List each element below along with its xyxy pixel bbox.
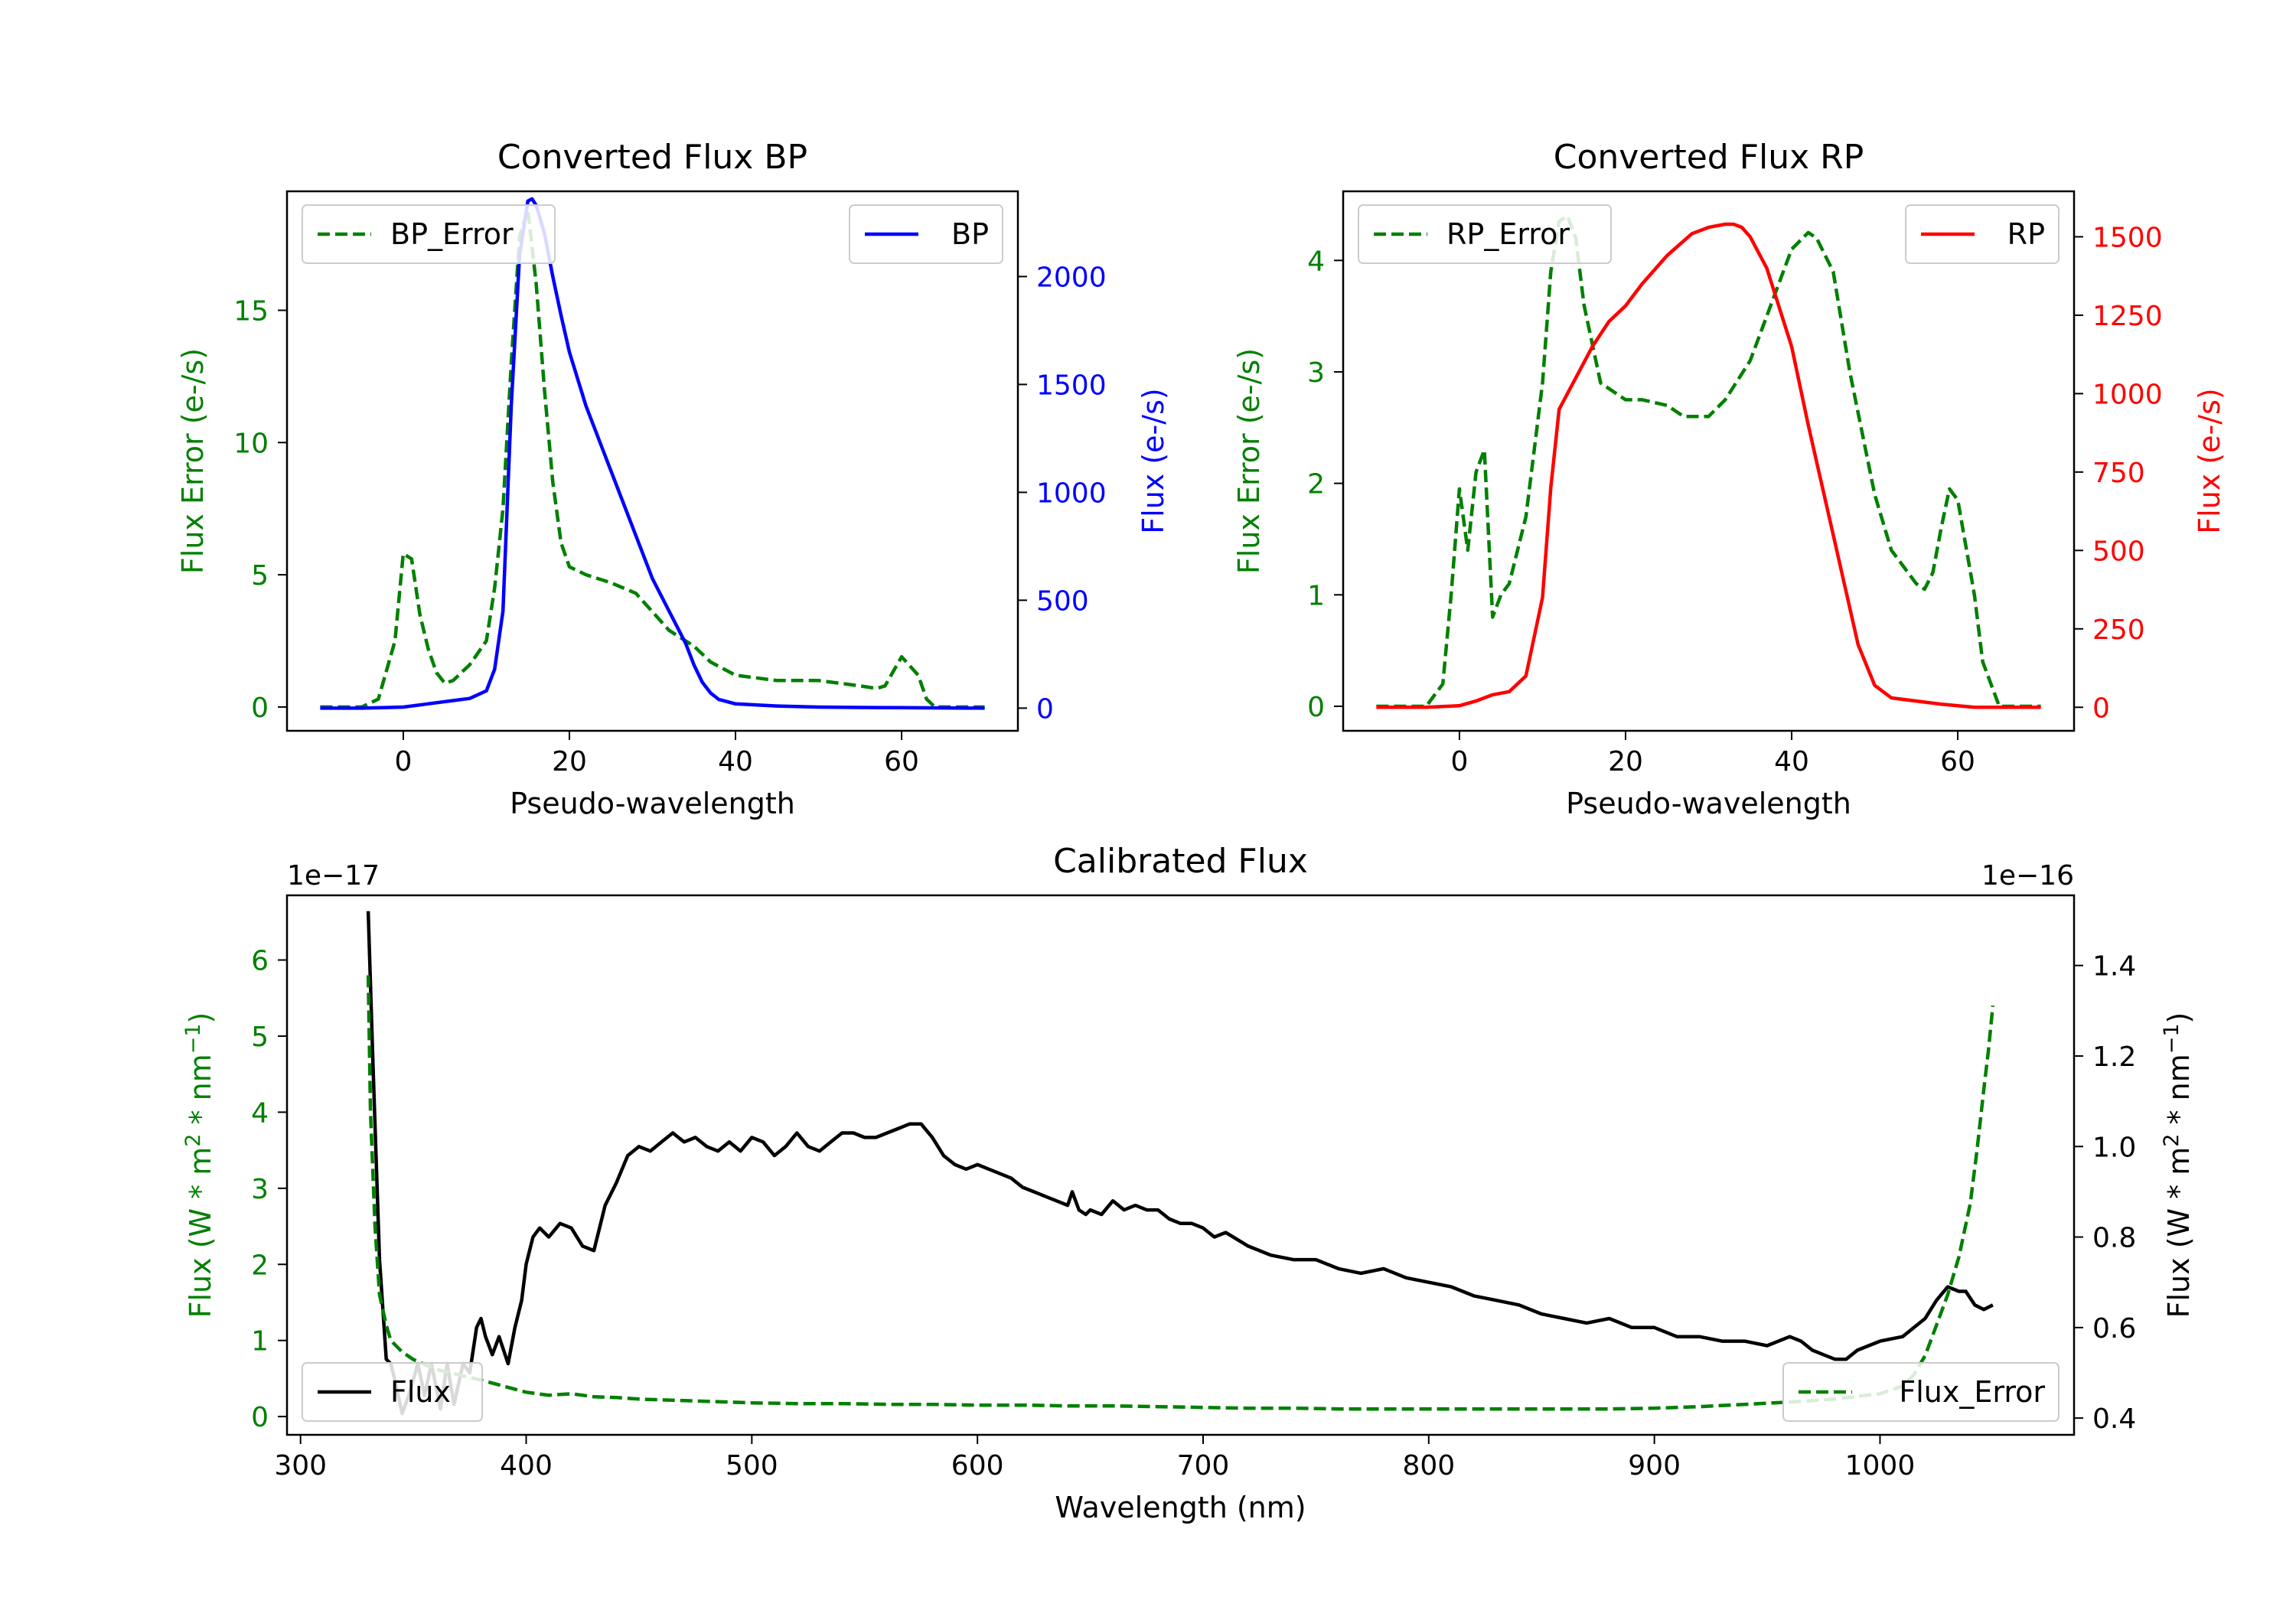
y1-tick-label: 10 [233,428,269,459]
series-line-rp [1376,222,2041,709]
chart-bp: Converted Flux BP 0 20 40 60 0 5 10 15 0 500 1000 15… [176,138,1170,820]
y1-tick-label: 4 [251,1097,269,1129]
x-tick-label: 800 [1402,1450,1455,1482]
y2-tick-label: 2000 [1036,262,1107,293]
legend-right: Flux_Error [1782,1362,2060,1422]
y2-tick-label: 1500 [1036,370,1107,401]
y1-tick-label: 5 [251,1022,269,1053]
y1-tick-label: 1 [251,1326,269,1358]
chart-title: Converted Flux RP [1554,138,1864,177]
legend-right-label: Flux_Error [1899,1375,2045,1409]
y2-tick-label: 750 [2092,458,2145,489]
y2-axis-label: Flux (e-/s) [2193,388,2226,533]
y1-axis-label: Flux (W * m2 * nm−1) [181,1012,217,1319]
y2-tick-label: 1.0 [2092,1132,2136,1163]
plot-frame [285,190,1019,732]
y1-tick-label: 2 [251,1250,269,1281]
legend-right-label: RP [2007,217,2045,251]
legend-right-box [849,204,1003,264]
y2-tick-label: 1500 [2092,222,2163,253]
y2-tick-label: 0.4 [2092,1403,2136,1435]
y2-tick-label: 0 [2092,693,2110,724]
y1-tick-label: 4 [1307,246,1325,277]
x-axis-label: Pseudo-wavelength [510,787,795,820]
legend-left-label: Flux [390,1375,451,1409]
y1-tick-label: 5 [251,560,269,592]
y1-tick-label: 6 [251,946,269,977]
panels: Converted Flux BP0 20 40 600510150500100015… [176,138,2226,1524]
y1-tick-label: 3 [251,1174,269,1205]
series-line-rp-error [1376,214,2041,709]
legend-left: BP_Error [302,204,556,264]
x-tick-label: 20 [552,746,587,777]
legend-right-box [1905,204,2060,264]
series-line-bp-error [320,207,985,709]
x-tick-label: 600 [951,1450,1004,1482]
legend-left-label: RP_Error [1446,217,1570,251]
chart-cal: Calibrated Flux 300 400 500 600 700 800 900 1000… [181,842,2196,1524]
legend-right-box [1782,1362,2060,1422]
y1-axis-label: Flux Error (e-/s) [1232,348,1266,574]
y2-tick-label: 1.2 [2092,1041,2136,1073]
chart-rp: Converted Flux RP0 20 40 600123402505007501… [1232,138,2226,820]
y2-tick-label: 1000 [1036,478,1107,509]
y1-tick-label: 0 [1307,692,1325,723]
y2-offset-label: 1e−16 [1981,860,2074,892]
x-tick-label: 40 [718,746,753,777]
y2-tick-label: 0 [1036,693,1054,725]
legend-right: BP [849,204,1003,264]
x-tick-label: 20 [1608,746,1643,777]
y1-tick-label: 2 [1307,469,1325,500]
x-tick-label: 900 [1628,1450,1681,1482]
chart-title: Converted Flux BP [497,138,807,177]
x-tick-label: 700 [1177,1450,1230,1482]
y2-tick-label: 250 [2092,614,2145,646]
y2-tick-label: 1.4 [2092,951,2136,983]
legend-left-box [302,204,556,264]
x-tick-label: 1000 [1845,1450,1916,1482]
y2-tick-label: 1250 [2092,301,2163,332]
x-axis-label: Pseudo-wavelength [1566,787,1851,820]
y2-axis-label: Flux (W * m2 * nm−1) [2160,1012,2196,1319]
y1-tick-label: 15 [233,296,269,328]
x-tick-label: 500 [726,1450,778,1482]
y1-tick-label: 3 [1307,357,1325,389]
series-line-flux [366,911,1994,1416]
y1-offset-label: 1e−17 [287,860,380,892]
y2-tick-label: 1000 [2092,379,2163,410]
x-tick-label: 300 [274,1450,327,1482]
y2-tick-label: 0.6 [2092,1313,2136,1345]
legend-left: RP_Error [1358,204,1612,264]
plot-frame [285,894,2076,1436]
chart-title: Calibrated Flux [1053,842,1308,881]
legend-left-box [302,1362,483,1422]
series-line-bp [320,197,985,710]
x-tick-label: 0 [1450,746,1468,777]
y1-axis-label: Flux Error (e-/s) [176,348,210,574]
y1-tick-label: 0 [251,693,269,724]
x-tick-label: 0 [394,746,412,777]
legend-right: RP [1905,204,2060,264]
plot-frame [1342,190,2076,732]
y1-tick-label: 1 [1307,580,1325,611]
x-tick-label: 60 [884,746,919,777]
legend-left-label: BP_Error [390,217,514,251]
x-tick-label: 400 [500,1450,553,1482]
x-axis-label: Wavelength (nm) [1055,1491,1306,1524]
y2-axis-label: Flux (e-/s) [1137,388,1170,533]
y1-tick-label: 0 [251,1402,269,1433]
legend-left-box [1358,204,1612,264]
y2-tick-label: 500 [1036,585,1089,617]
y2-tick-label: 500 [2092,536,2145,567]
legend-left: Flux [302,1362,483,1422]
legend-right-label: BP [951,217,989,251]
y2-tick-label: 0.8 [2092,1223,2136,1254]
x-tick-label: 40 [1774,746,1809,777]
x-tick-label: 60 [1940,746,1975,777]
